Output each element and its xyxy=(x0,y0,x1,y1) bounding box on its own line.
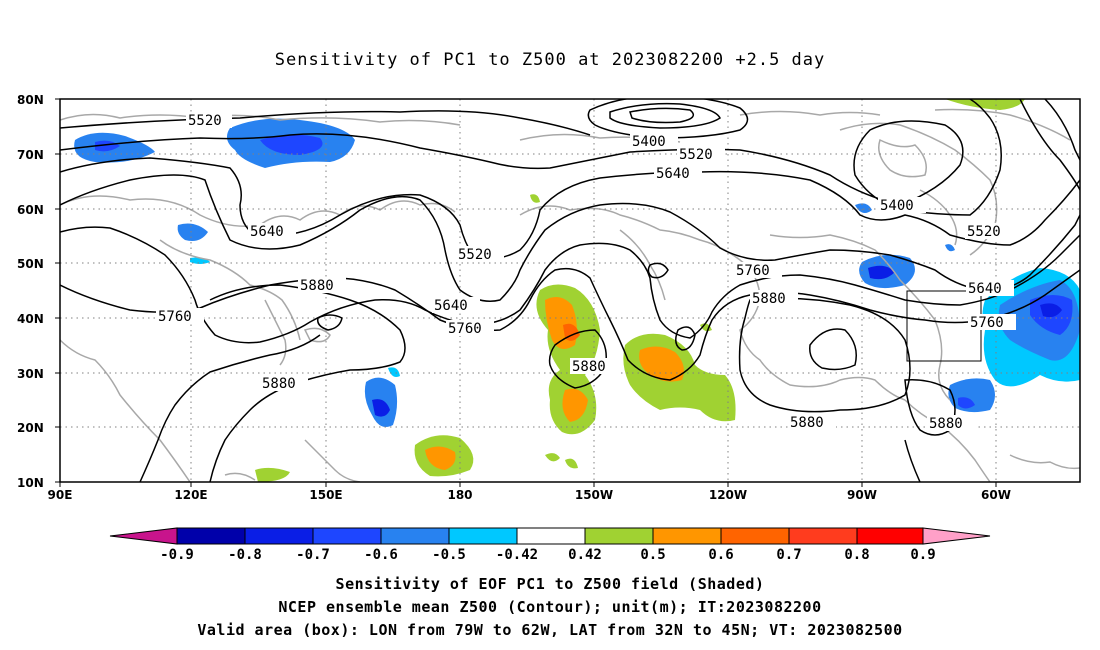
colorbar-segment xyxy=(720,527,790,545)
contour-label: 5880 xyxy=(300,278,334,294)
contour-label: 5520 xyxy=(188,113,222,129)
contour-label: 5760 xyxy=(970,315,1004,331)
contour-label: 5880 xyxy=(262,376,296,392)
contour-label: 5520 xyxy=(679,147,713,163)
contour-label: 5640 xyxy=(250,224,284,240)
lon-label: 150E xyxy=(309,488,342,502)
contour-label: 5520 xyxy=(967,224,1001,240)
contour-labels: 5520 5400 5520 5640 5640 5520 5880 5760 … xyxy=(156,112,1016,432)
lat-label: 20N xyxy=(17,421,44,435)
colorbar-label: -0.6 xyxy=(364,547,398,563)
lon-label: 120E xyxy=(174,488,207,502)
lon-label: 180 xyxy=(447,488,472,502)
contour-label: 5880 xyxy=(752,291,786,307)
latitude-labels: 80N 70N 60N 50N 40N 30N 20N 10N xyxy=(17,93,44,490)
colorbar-label: 0.42 xyxy=(568,547,602,563)
contour-label: 5520 xyxy=(458,247,492,263)
coastlines xyxy=(60,108,1080,482)
colorbar: -0.9 -0.8 -0.7 -0.6 -0.5 -0.42 0.42 0.5 … xyxy=(109,527,991,563)
lon-label: 150W xyxy=(575,488,613,502)
colorbar-label: -0.9 xyxy=(160,547,194,563)
colorbar-segment xyxy=(856,527,924,545)
colorbar-segment xyxy=(380,527,450,545)
colorbar-label: 0.7 xyxy=(776,547,801,563)
sensitivity-shading xyxy=(74,99,1080,482)
map-title: Sensitivity of PC1 to Z500 at 2023082200… xyxy=(274,50,826,70)
caption-valid-area: Valid area (box): LON from 79W to 62W, L… xyxy=(197,621,903,639)
colorbar-label: -0.8 xyxy=(228,547,262,563)
colorbar-segment xyxy=(448,527,518,545)
lat-label: 50N xyxy=(17,257,44,271)
colorbar-segment xyxy=(176,527,246,545)
lat-label: 70N xyxy=(17,148,44,162)
contour-label: 5880 xyxy=(572,359,606,375)
colorbar-label: 0.6 xyxy=(708,547,733,563)
contour-label: 5640 xyxy=(434,298,468,314)
colorbar-segment xyxy=(788,527,858,545)
colorbar-segment xyxy=(652,527,722,545)
caption-contour: NCEP ensemble mean Z500 (Contour); unit(… xyxy=(278,598,822,616)
lon-label: 120W xyxy=(709,488,747,502)
contour-label: 5760 xyxy=(448,321,482,337)
colorbar-below-triangle xyxy=(109,527,178,545)
map-plot-area: 5520 5400 5520 5640 5640 5520 5880 5760 … xyxy=(60,99,1080,482)
contour-label: 5640 xyxy=(656,166,690,182)
lat-lon-grid xyxy=(60,99,1080,482)
lat-label: 30N xyxy=(17,367,44,381)
map-frame xyxy=(59,98,1081,483)
colorbar-label: 0.9 xyxy=(910,547,935,563)
colorbar-label: -0.5 xyxy=(432,547,466,563)
colorbar-above-triangle xyxy=(922,527,991,545)
colorbar-segment xyxy=(516,527,586,545)
longitude-labels: 90E 120E 150E 180 150W 120W 90W 60W xyxy=(48,488,1011,502)
colorbar-label: 0.8 xyxy=(844,547,869,563)
lon-label: 90W xyxy=(847,488,877,502)
z500-contours xyxy=(60,99,1080,482)
colorbar-label: -0.7 xyxy=(296,547,330,563)
colorbar-label: 0.5 xyxy=(640,547,665,563)
contour-label: 5400 xyxy=(632,134,666,150)
colorbar-segment xyxy=(312,527,382,545)
lat-label: 60N xyxy=(17,203,44,217)
axis-ticks xyxy=(55,98,997,487)
lon-label: 60W xyxy=(981,488,1011,502)
contour-label: 5760 xyxy=(736,263,770,279)
contour-label: 5640 xyxy=(968,281,1002,297)
contour-label: 5760 xyxy=(158,309,192,325)
lat-label: 40N xyxy=(17,312,44,326)
contour-label: 5880 xyxy=(929,416,963,432)
lon-label: 90E xyxy=(48,488,73,502)
contour-label: 5400 xyxy=(880,198,914,214)
colorbar-segment xyxy=(584,527,654,545)
colorbar-segment xyxy=(244,527,314,545)
colorbar-label: -0.42 xyxy=(496,547,538,563)
contour-label: 5880 xyxy=(790,415,824,431)
caption-shaded: Sensitivity of EOF PC1 to Z500 field (Sh… xyxy=(335,575,765,593)
lat-label: 80N xyxy=(17,93,44,107)
lat-label: 10N xyxy=(17,476,44,490)
